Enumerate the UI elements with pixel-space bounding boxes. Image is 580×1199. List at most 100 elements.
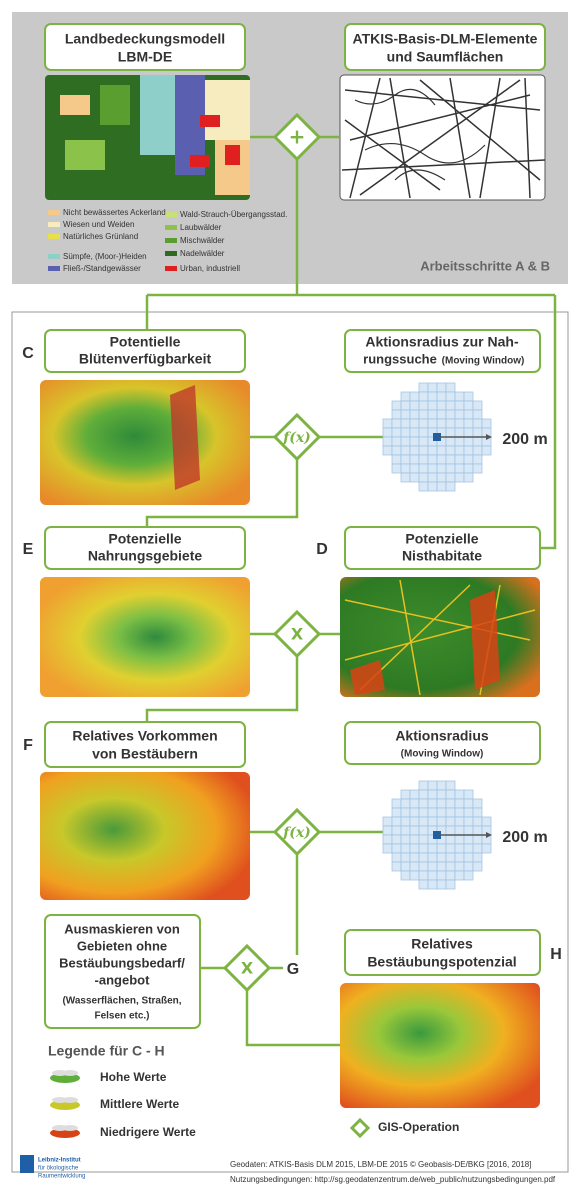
grid-cell <box>418 445 429 456</box>
grid-cell <box>418 454 429 465</box>
box-text: Relatives Vorkommen <box>72 728 217 744</box>
grid-cell <box>391 798 402 809</box>
grid-cell <box>427 409 438 420</box>
grid-cell <box>418 789 429 800</box>
grid-cell <box>400 789 411 800</box>
grid-cell <box>445 789 456 800</box>
operator-diamond <box>272 112 322 162</box>
legend-label: Laubwälder <box>180 223 222 232</box>
grid-cell <box>463 834 474 845</box>
grid-cell <box>472 825 483 836</box>
box-text: von Bestäubern <box>92 746 198 762</box>
grid-cell <box>481 843 492 854</box>
grid-cell <box>472 445 483 456</box>
grid-cell <box>382 825 393 836</box>
grid-cell <box>418 400 429 411</box>
map-detail <box>170 385 200 490</box>
legend-label: Nadelwälder <box>180 249 225 258</box>
grid-cell <box>391 400 402 411</box>
grid-cell <box>481 445 492 456</box>
grid-cell <box>391 454 402 465</box>
box <box>44 526 246 570</box>
grid-cell <box>418 852 429 863</box>
operator-diamond <box>272 609 322 659</box>
grid-cell <box>436 391 447 402</box>
institute: Raumentwicklung <box>38 1174 85 1180</box>
box-text: ATKIS-Basis-DLM-Elemente <box>353 31 538 47</box>
grid-cell <box>436 852 447 863</box>
box-text: Aktionsradius <box>395 728 489 744</box>
operator: + <box>289 125 306 149</box>
grid-cell <box>445 816 456 827</box>
grid-cell <box>409 816 420 827</box>
box-text: Blütenverfügbarkeit <box>79 351 212 367</box>
grid-cell <box>418 816 429 827</box>
grid-cell <box>463 816 474 827</box>
grid-cell <box>436 481 447 492</box>
arrow-head <box>486 434 492 440</box>
grid-cell <box>427 472 438 483</box>
grid-cell <box>427 807 438 818</box>
grid-cell <box>463 861 474 872</box>
grid-cell <box>391 852 402 863</box>
grid-cell <box>409 798 420 809</box>
box-text: LBM-DE <box>118 49 172 65</box>
grid-cell <box>400 436 411 447</box>
grid-cell <box>472 463 483 474</box>
grid-cell <box>436 454 447 465</box>
arrow-head <box>486 832 492 838</box>
caption: Arbeitsschritte A & B <box>420 258 550 273</box>
grid-cell <box>436 879 447 890</box>
legend-label: Mittlere Werte <box>100 1097 179 1111</box>
grid-cell <box>391 436 402 447</box>
grid-cell <box>400 454 411 465</box>
grid-cell <box>400 798 411 809</box>
grid-cell <box>409 852 420 863</box>
map-detail <box>344 579 536 696</box>
grid-cell <box>418 879 429 890</box>
grid-cell <box>427 879 438 890</box>
grid-cell <box>382 445 393 456</box>
grid-cell <box>454 825 465 836</box>
grid-cell <box>472 427 483 438</box>
grid-cell <box>409 825 420 836</box>
grid-cell <box>418 463 429 474</box>
grid-cell <box>391 427 402 438</box>
grid-cell <box>409 861 420 872</box>
legend-label: GIS-Operation <box>378 1120 459 1134</box>
moving-window <box>382 780 492 890</box>
grid-cell <box>445 400 456 411</box>
box-text: Potentielle <box>110 334 181 350</box>
grid-cell <box>409 834 420 845</box>
grid-cell <box>436 445 447 456</box>
grid-cell <box>418 481 429 492</box>
box-text: Potenzielle <box>108 531 181 547</box>
grid-cell <box>427 852 438 863</box>
grid-cell <box>400 445 411 456</box>
grid-cell <box>427 780 438 791</box>
gis-icon <box>349 1117 371 1139</box>
grid-cell <box>400 409 411 420</box>
connector <box>200 830 385 1047</box>
box <box>344 526 541 570</box>
grid-cell <box>409 445 420 456</box>
box-text: -angebot <box>95 972 151 987</box>
grid-cell <box>454 400 465 411</box>
box-subtext: (Moving Window) <box>442 356 525 367</box>
legend-title: Legende für C - H <box>48 1043 165 1059</box>
grid-cell <box>472 798 483 809</box>
grid-cell <box>409 391 420 402</box>
grid-cell <box>382 816 393 827</box>
grid-cell <box>445 481 456 492</box>
operator-diamond <box>272 807 322 857</box>
grid-cell <box>472 843 483 854</box>
grid-cell <box>436 472 447 483</box>
legend-label: Fließ-/Standgewässer <box>63 264 141 273</box>
grid-cell <box>436 400 447 411</box>
grid-cell <box>409 843 420 854</box>
grid-cell <box>454 789 465 800</box>
grid-cell <box>418 843 429 854</box>
grid-cell <box>382 834 393 845</box>
grid-cell <box>472 816 483 827</box>
grid-cell <box>445 834 456 845</box>
